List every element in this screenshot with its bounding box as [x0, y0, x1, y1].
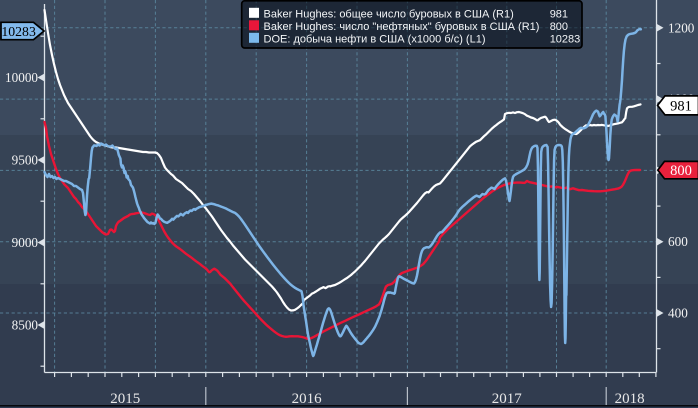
svg-text:9000: 9000: [12, 235, 39, 250]
svg-text:2016: 2016: [292, 391, 323, 407]
svg-text:9500: 9500: [12, 153, 39, 168]
svg-text:10283: 10283: [550, 34, 581, 46]
svg-text:981: 981: [550, 9, 568, 21]
svg-text:8500: 8500: [12, 318, 39, 333]
svg-text:981: 981: [670, 98, 692, 114]
svg-text:10000: 10000: [5, 70, 38, 85]
svg-text:800: 800: [670, 163, 692, 179]
svg-text:400: 400: [668, 306, 688, 321]
svg-text:2017: 2017: [492, 391, 523, 407]
svg-text:1200: 1200: [668, 20, 695, 35]
svg-text:600: 600: [668, 234, 688, 249]
svg-text:DOE: добыча нефти в США (x1000: DOE: добыча нефти в США (x1000 б/с) (L1): [264, 34, 486, 46]
svg-text:2018: 2018: [615, 391, 645, 407]
svg-text:Baker Hughes: общее число буро: Baker Hughes: общее число буровых в США …: [264, 9, 514, 21]
svg-text:Baker Hughes: число "нефтяных": Baker Hughes: число "нефтяных" буровых в…: [264, 21, 540, 33]
svg-text:10283: 10283: [1, 24, 36, 39]
svg-text:2015: 2015: [110, 391, 140, 407]
svg-text:800: 800: [550, 21, 568, 33]
